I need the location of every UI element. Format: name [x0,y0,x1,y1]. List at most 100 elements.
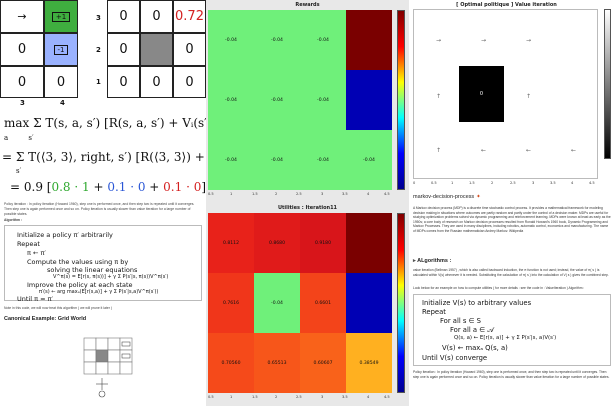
bellman-equation-line3: = 0.9 [0.8 · 1 + 0.1 · 0 + 0.1 · 0] [10,180,207,194]
algo-line: Compute the values using π by [27,258,129,266]
algo-line: π ← π′ [27,249,46,257]
article-title: markov-decision-process ✦ [413,194,481,200]
mdp-article: markov-decision-process ✦ A Markov decisi… [409,192,614,406]
gridworld-values-grid: → +1 0 -1 0 0 3 4 [0,0,90,107]
utilities-figure: Utilities : Iteration11 0.8112 0.8680 0.… [206,203,409,406]
grid-cell-wall [140,33,173,66]
grid-cell: 0 [140,0,173,33]
bellman-equation-line1: max Σ T(s, a, s′) [R(s, a, s′) + Vᵢ(s′) [4,116,212,130]
value-iteration-text2: Look below for an example on how to comp… [413,286,585,290]
heatmap-cell: -0.04 [300,70,346,130]
algorithm-label: Algorithm : [4,218,23,222]
policy-axes: → → → ↑ 0 ↑ ↑ ← ← ← [413,9,598,179]
heatmap-cell-wall: -0.04 [254,273,300,333]
heatmap-cell: 0.38549 [346,333,392,393]
policy-arrow-icon: → [481,37,487,44]
heatmap-cell: 0.8680 [254,213,300,273]
rewards-x-axis: 0.5 1 1.5 2 2.5 3 3.5 4 4.5 [208,192,390,196]
algo-line: Improve the policy at each state [27,281,133,289]
row-label: 1 [96,78,101,86]
algo-line: Until π = π′ [17,295,53,303]
heatmap-cell: 0.9180 [300,213,346,273]
rocket-icon: ✦ [476,194,481,200]
algo-line: Q(s, a) ← E[r(s, a)] + γ Σ P(s′|s, a)V(s… [454,335,557,341]
heatmap-cell: -0.04 [208,70,254,130]
col-label: 3 [20,99,25,107]
policy-colorbar [604,9,611,159]
grid-world-mini-figure [83,337,133,398]
heatmap-cell-pit [346,273,392,333]
policy-arrow-icon: → [526,37,532,44]
algo-line: Repeat [422,308,446,316]
rewards-colorbar [397,10,405,190]
algo-line: For all a ∈ 𝒜 [450,326,494,334]
grid-cell-pit: -1 [44,33,78,66]
pit-badge: -1 [53,44,69,55]
heatmap-cell: -0.04 [346,130,392,190]
policy-x-axis: 0 0.5 1 1.5 2 2.5 3 3.5 4 4.5 [413,181,595,185]
algo-line: Initialize a policy π′ arbitrarily [17,231,113,239]
policy-iteration-algorithm-box: Initialize a policy π′ arbitrarily Repea… [4,225,202,303]
policy-arrow-icon: ↑ [436,147,442,154]
row-label: 3 [96,14,101,22]
canonical-example-title: Canonical Example: Grid World [4,316,87,322]
policy-arrow-icon: ← [526,147,532,154]
col-label: 4 [60,99,65,107]
policy-arrow-icon: ↑ [526,93,532,100]
algo-line: Until V(s) converge [422,354,488,362]
heatmap-cell: -0.04 [208,130,254,190]
grid-cell: → [0,0,44,33]
value-iteration-text: value iteration (Bellman 1957) , which i… [413,268,609,277]
grid-cell: 0 [44,66,78,98]
policy-arrow-icon: ← [481,147,487,154]
bellman-equation-line2: = Σ T(⟨3, 3⟩, right, s′) [R(⟨3, 3⟩) + [2,150,205,164]
algo-line: Initialize V(s) to arbitrary values [422,299,532,307]
grid-cell-highlight: 0.72 [173,0,206,33]
algo-line: π′(s) ← arg maxₐ(E[r(s,a)] + γ Σ P(s′|s,… [39,289,159,295]
heatmap-cell: -0.04 [254,10,300,70]
utilities-colorbar [397,213,405,393]
algo-line: V(s) ← maxₐ Q(s, a) [442,344,508,352]
grid-cell-goal: +1 [44,0,78,33]
cell-arrow-icon: → [17,10,27,23]
algo-line: For all s ∈ S [440,317,481,325]
policy-arrow-icon: ↑ [436,93,442,100]
bellman-equation-line2-subscript: s′ [16,167,22,175]
heatmap-cell: 0.65513 [254,333,300,393]
rewards-figure: Rewards -0.04 -0.04 -0.04 -0.04 -0.04 -0… [206,0,409,203]
heatmap-cell: 0.7616 [208,273,254,333]
heatmap-cell: 0.70560 [208,333,254,393]
rewards-title: Rewards [295,2,320,8]
grid-cell: 0 [173,66,206,98]
rewards-heatmap: -0.04 -0.04 -0.04 -0.04 -0.04 -0.04 -0.0… [208,10,392,190]
article-intro: A Markov decision process (MDP) is a dis… [413,206,611,233]
bellman-equation-line1-subscript: a s′ [4,134,34,142]
policy-figure: [ Optimal politique ] Value iteration → … [409,0,614,190]
algo-line: V^π(s) = E[r(s, π(s))] + γ Σ P(s′|s, π(s… [53,274,169,280]
grid-cell: 0 [107,0,140,33]
heatmap-cell: 0.60607 [300,333,346,393]
algorithms-heading: ▸ ALgorithms : [413,258,452,264]
grid-cell: 0 [173,33,206,66]
gridworld-iteration-grid: 0 0 0.72 0 0 0 0 0 [107,0,206,98]
algo-line: Repeat [17,240,40,248]
algo-line: solving the linear equations [47,266,138,274]
heatmap-cell-goal [346,213,392,273]
policy-iteration-note: Policy iteration : In policy iteration (… [4,202,195,216]
heatmap-cell: -0.04 [300,10,346,70]
heatmap-cell: 0.6601 [300,273,346,333]
prune-note: Note in this code, we will now treat thi… [4,306,112,310]
left-panel: → +1 0 -1 0 0 3 4 3 2 1 0 0 0.72 0 0 0 0 [0,0,212,406]
grid-cell: 0 [107,33,140,66]
value-iteration-algorithm-box: Initialize V(s) to arbitrary values Repe… [413,294,611,366]
heatmap-cell: 0.8112 [208,213,254,273]
grid-cell: 0 [0,66,44,98]
heatmap-cell: -0.04 [300,130,346,190]
grid-cell: 0 [140,66,173,98]
policy-title: [ Optimal politique ] Value iteration [456,2,557,8]
chevron-right-icon: ▸ [413,258,416,264]
policy-arrow-icon: → [436,37,442,44]
heatmap-cell: -0.04 [254,130,300,190]
heatmap-cell-goal [346,10,392,70]
row-label: 2 [96,46,101,54]
